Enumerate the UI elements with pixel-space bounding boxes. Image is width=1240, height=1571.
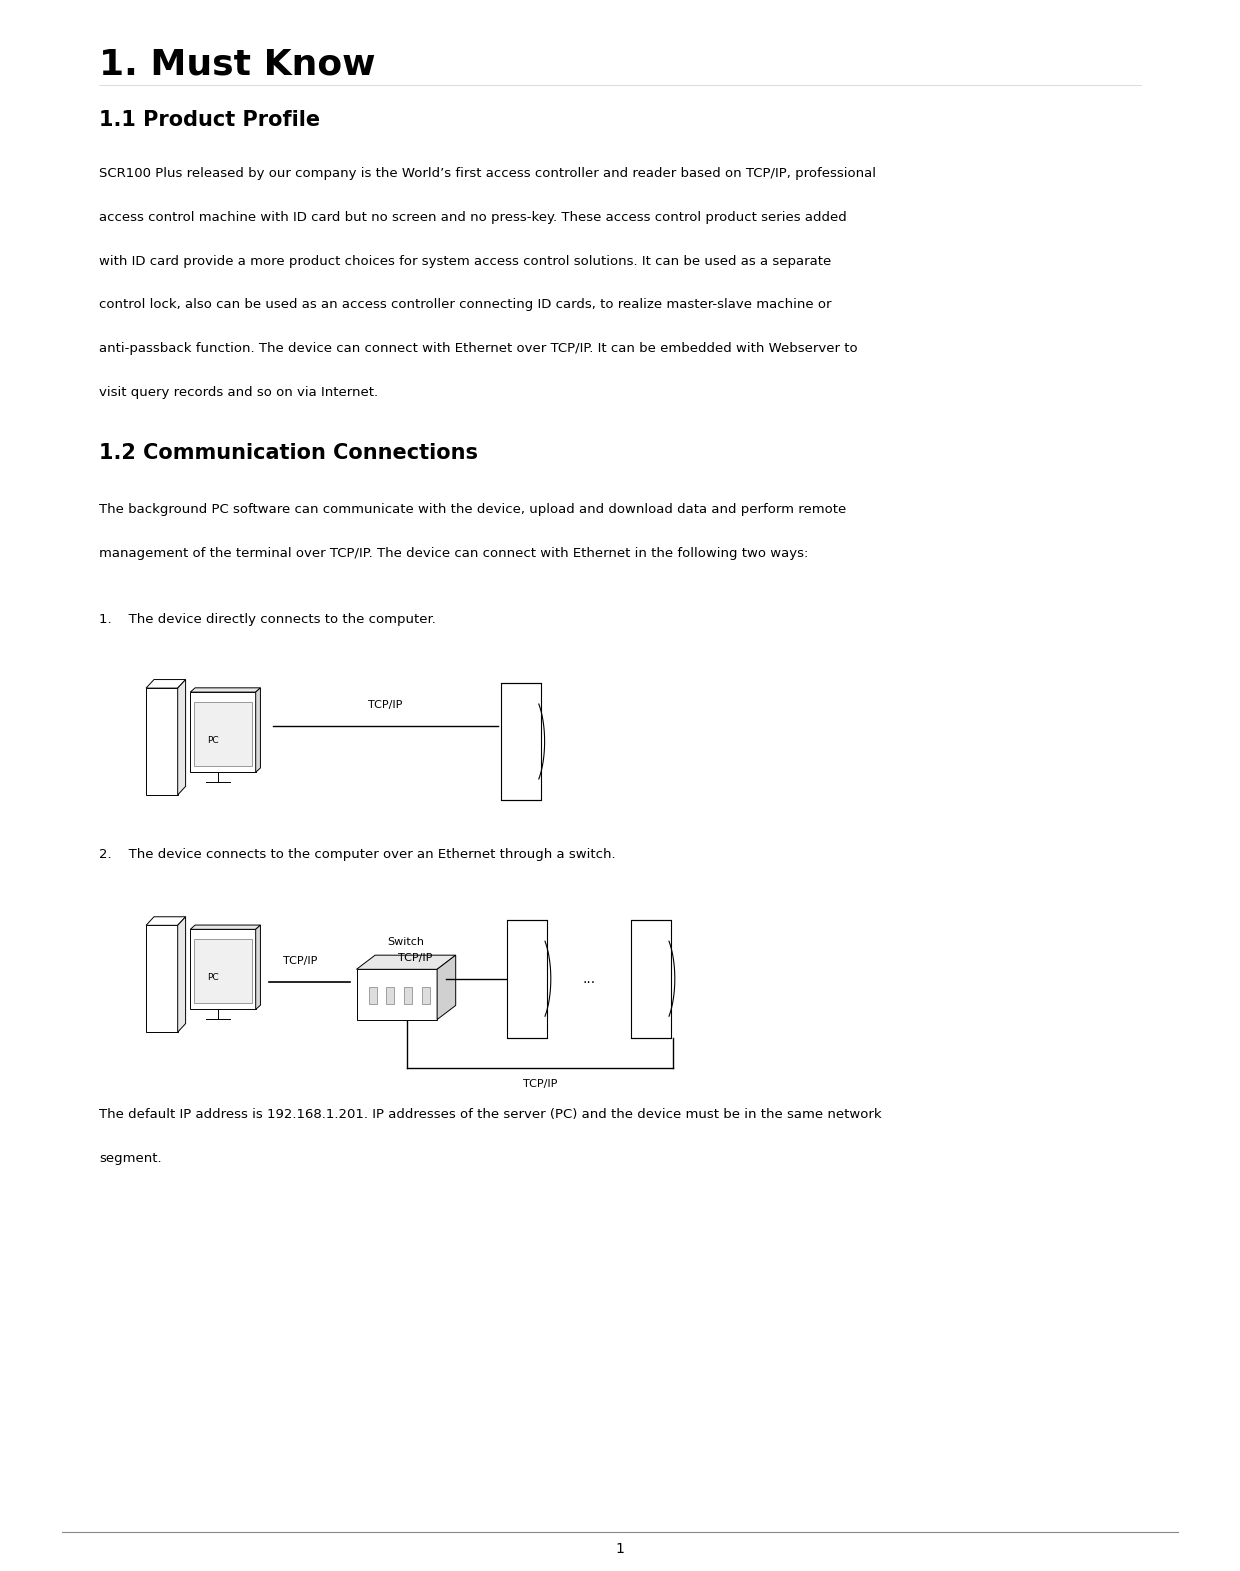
Text: The background PC software can communicate with the device, upload and download : The background PC software can communica… <box>99 503 847 515</box>
Bar <box>191 693 255 773</box>
Polygon shape <box>191 688 260 693</box>
Text: TCP/IP: TCP/IP <box>523 1079 557 1089</box>
Text: 2.    The device connects to the computer over an Ethernet through a switch.: 2. The device connects to the computer o… <box>99 848 616 861</box>
Polygon shape <box>146 680 186 688</box>
Text: visit query records and so on via Internet.: visit query records and so on via Intern… <box>99 386 378 399</box>
Text: 1: 1 <box>615 1543 625 1555</box>
Polygon shape <box>177 680 186 795</box>
Bar <box>357 969 438 1020</box>
Bar <box>507 921 547 1038</box>
Polygon shape <box>191 925 260 930</box>
Bar <box>422 987 430 1004</box>
Bar <box>631 921 671 1038</box>
Text: PC: PC <box>207 972 219 982</box>
Text: ...: ... <box>583 972 595 985</box>
Text: TCP/IP: TCP/IP <box>368 701 403 710</box>
Bar <box>501 683 541 801</box>
Polygon shape <box>255 925 260 1010</box>
Bar <box>195 939 252 1002</box>
Text: Switch: Switch <box>387 938 424 947</box>
Polygon shape <box>146 925 177 1032</box>
Polygon shape <box>438 955 456 1020</box>
Polygon shape <box>255 688 260 773</box>
Bar <box>387 987 394 1004</box>
Bar <box>404 987 412 1004</box>
Bar <box>191 930 255 1010</box>
Polygon shape <box>357 955 456 969</box>
Text: The default IP address is 192.168.1.201. IP addresses of the server (PC) and the: The default IP address is 192.168.1.201.… <box>99 1108 882 1120</box>
Bar <box>195 702 252 765</box>
Text: 1.    The device directly connects to the computer.: 1. The device directly connects to the c… <box>99 613 436 625</box>
Text: segment.: segment. <box>99 1152 162 1164</box>
Text: TCP/IP: TCP/IP <box>283 957 317 966</box>
Text: PC: PC <box>207 735 219 745</box>
Text: control lock, also can be used as an access controller connecting ID cards, to r: control lock, also can be used as an acc… <box>99 298 832 311</box>
Text: 1.1 Product Profile: 1.1 Product Profile <box>99 110 320 130</box>
Text: SCR100 Plus released by our company is the World’s first access controller and r: SCR100 Plus released by our company is t… <box>99 167 877 179</box>
Polygon shape <box>177 917 186 1032</box>
Text: with ID card provide a more product choices for system access control solutions.: with ID card provide a more product choi… <box>99 255 832 267</box>
Bar <box>368 987 377 1004</box>
Polygon shape <box>146 917 186 925</box>
Polygon shape <box>146 688 177 795</box>
Text: 1.2 Communication Connections: 1.2 Communication Connections <box>99 443 479 463</box>
Text: TCP/IP: TCP/IP <box>398 954 433 963</box>
Text: 1. Must Know: 1. Must Know <box>99 47 376 82</box>
Text: anti-passback function. The device can connect with Ethernet over TCP/IP. It can: anti-passback function. The device can c… <box>99 342 858 355</box>
Text: access control machine with ID card but no screen and no press-key. These access: access control machine with ID card but … <box>99 211 847 223</box>
Text: management of the terminal over TCP/IP. The device can connect with Ethernet in : management of the terminal over TCP/IP. … <box>99 547 808 559</box>
